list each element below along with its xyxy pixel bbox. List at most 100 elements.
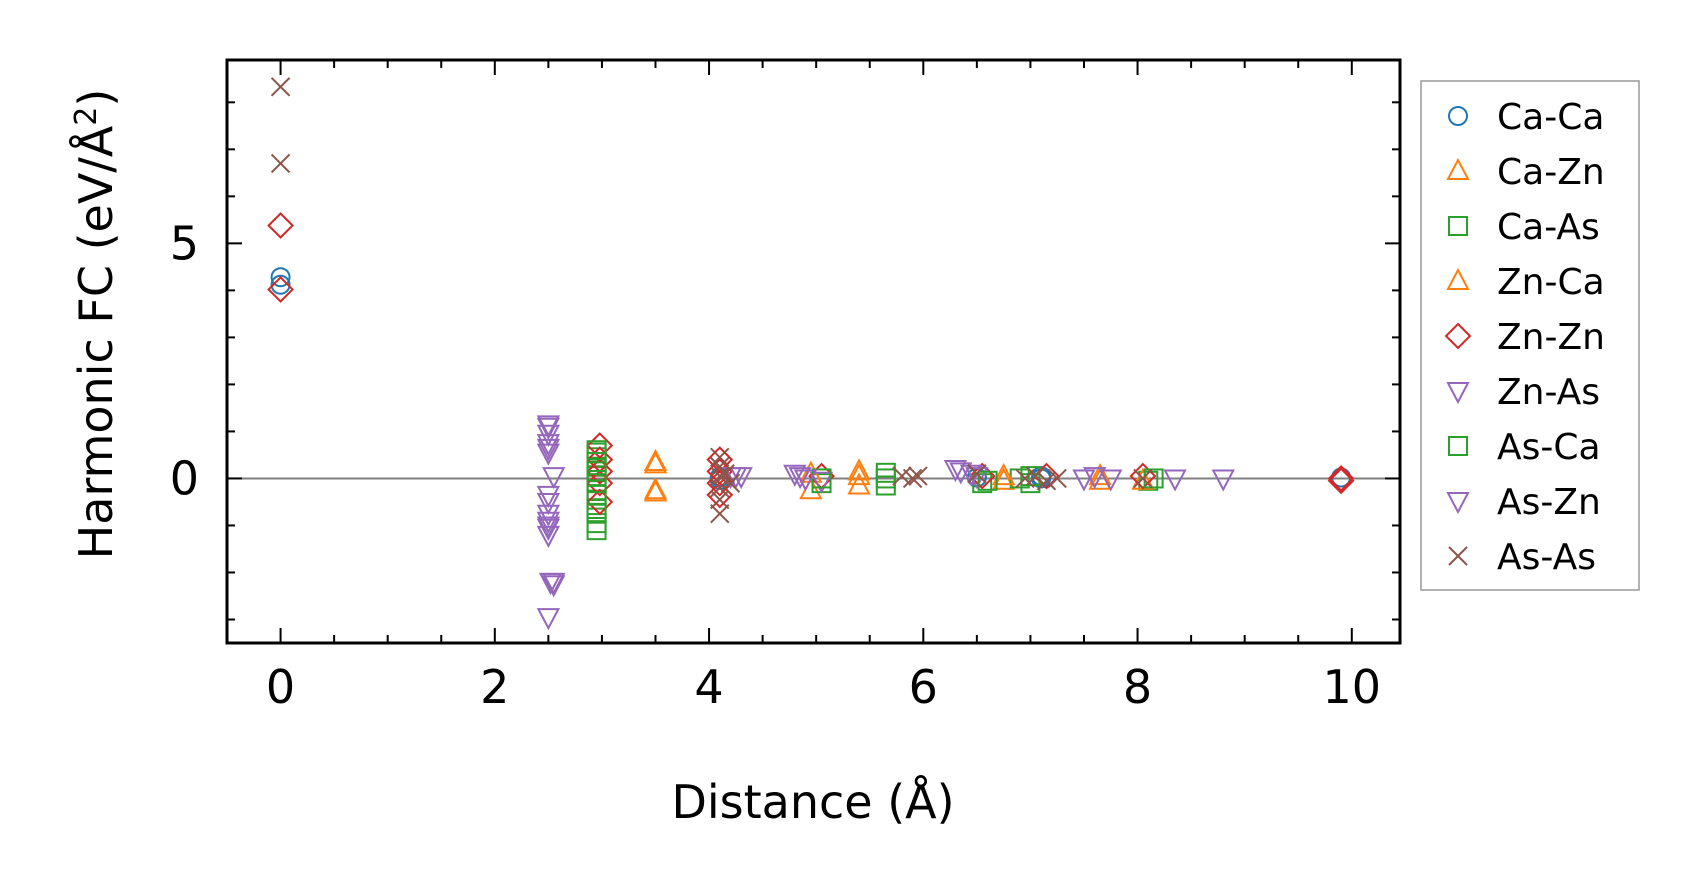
data-point: [991, 467, 1016, 490]
data-point: [586, 484, 607, 505]
data-point: [542, 572, 566, 596]
data-point: [542, 467, 566, 490]
y-axis-title-superscript: 2: [69, 107, 104, 126]
series-as-ca: [586, 440, 1164, 524]
x-tick-label: 4: [694, 660, 723, 714]
y-tick-label: 0: [170, 451, 199, 505]
data-point: [586, 520, 607, 541]
x-tick-label: 10: [1323, 660, 1382, 714]
data-point: [1047, 468, 1067, 489]
data-point: [847, 458, 871, 481]
data-point: [270, 267, 291, 288]
data-point: [710, 447, 730, 467]
data-point: [643, 479, 668, 502]
data-point: [536, 516, 561, 539]
plot-area: [227, 77, 1400, 631]
legend-label: As-As: [1497, 537, 1596, 578]
x-tick-label: 2: [480, 660, 509, 714]
data-point: [643, 477, 668, 500]
data-point: [1211, 469, 1235, 492]
legend-marker: [1446, 157, 1470, 180]
x-axis-title: Distance (Å): [671, 775, 954, 829]
data-point: [586, 461, 607, 482]
data-point: [586, 457, 614, 485]
legend-label: Ca-Ca: [1497, 97, 1604, 138]
data-point: [788, 467, 812, 490]
legend-marker: [1446, 267, 1470, 290]
data-point: [536, 518, 561, 541]
data-point: [270, 274, 291, 295]
data-point: [875, 468, 896, 489]
series-ca-zn: [643, 448, 1112, 502]
legend-label: Ca-As: [1497, 207, 1600, 248]
data-point: [586, 440, 607, 461]
data-point: [1327, 465, 1355, 492]
data-point: [536, 492, 561, 516]
data-point: [270, 153, 291, 174]
data-point: [991, 462, 1016, 486]
series-ca-ca: [270, 267, 1352, 490]
data-point: [902, 468, 923, 489]
legend-label: Zn-As: [1497, 372, 1600, 413]
data-point: [536, 485, 561, 509]
axes: 0 2 4 6 8 10 0 5: [170, 58, 1402, 714]
x-tick-label: 8: [1123, 660, 1152, 714]
data-point: [809, 471, 834, 494]
series-ca-as: [586, 442, 1159, 541]
data-point: [977, 470, 998, 491]
plot-frame: [225, 58, 1402, 645]
data-point: [586, 503, 607, 524]
legend-item: Zn-As: [1446, 372, 1600, 413]
x-tick-label: 0: [266, 660, 295, 714]
data-point: [536, 525, 561, 549]
legend-item: Zn-Ca: [1446, 262, 1605, 303]
data-point: [1163, 469, 1187, 492]
legend-marker: [1448, 436, 1468, 456]
series-zn-as: [536, 415, 1235, 631]
legend-label: As-Ca: [1497, 427, 1601, 468]
legend-item: As-As: [1448, 537, 1596, 578]
legend-label: As-Zn: [1497, 482, 1601, 523]
data-point: [793, 469, 818, 492]
data-point: [847, 472, 871, 495]
legend-box: [1420, 80, 1640, 591]
data-point: [1133, 468, 1153, 489]
data-point: [586, 469, 614, 497]
y-axis-title: Harmonic FC (eV/Å2): [69, 89, 123, 560]
data-point: [536, 438, 561, 462]
legend-item: Zn-Zn: [1444, 317, 1605, 358]
data-point: [967, 464, 987, 484]
data-point: [847, 462, 871, 486]
data-point: [536, 443, 561, 466]
data-point: [908, 466, 928, 486]
data-point: [1129, 462, 1157, 490]
legend-label: Ca-Zn: [1497, 152, 1605, 193]
legend-marker: [1448, 106, 1468, 126]
data-point: [710, 489, 730, 510]
data-point: [1099, 469, 1123, 492]
legend-marker: [1446, 492, 1470, 515]
data-point: [586, 488, 614, 516]
data-point: [536, 417, 561, 440]
data-point: [536, 504, 561, 527]
y-axis-title-close: ): [69, 89, 123, 107]
legend-item: Ca-Zn: [1446, 152, 1605, 193]
data-point: [536, 608, 561, 631]
data-point: [643, 451, 668, 474]
series-zn-zn: [267, 212, 1355, 516]
data-point: [783, 464, 807, 487]
legend-marker: [1446, 382, 1470, 405]
x-tick-label: 6: [909, 660, 938, 714]
legend-item: As-Ca: [1448, 427, 1601, 468]
data-point: [542, 575, 566, 598]
data-point: [1143, 468, 1164, 489]
data-point: [270, 77, 291, 97]
series-as-as: [270, 77, 1153, 524]
data-point: [943, 460, 968, 483]
data-point: [267, 276, 294, 303]
legend-marker: [1444, 322, 1472, 350]
y-axis-title-main: Harmonic FC (eV/Å: [69, 125, 123, 559]
data-point: [1026, 466, 1046, 486]
data-point: [643, 448, 668, 471]
data-point: [710, 503, 730, 524]
